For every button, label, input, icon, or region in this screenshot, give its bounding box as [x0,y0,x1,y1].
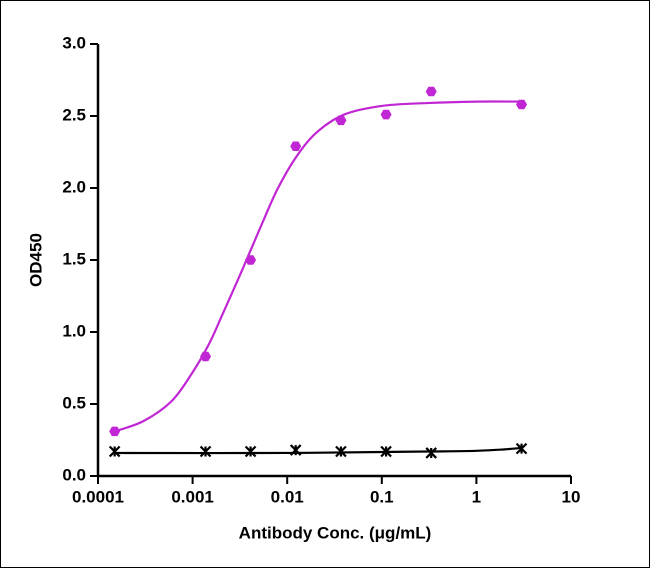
data-point [335,115,347,126]
data-point [516,99,528,110]
data-point [244,445,257,458]
x-tick-label: 10 [562,487,581,506]
y-tick-label: 2.0 [62,177,86,196]
data-point [245,255,257,265]
x-tick-label: 0.0001 [72,487,124,506]
data-point [289,444,302,456]
data-point [290,141,302,152]
y-tick-label: 0.0 [62,465,86,484]
data-point [200,351,212,362]
y-tick-label: 0.5 [62,393,86,412]
y-tick-label: 1.5 [62,249,86,268]
data-point [199,445,212,458]
data-point [515,442,528,455]
y-tick-label: 1.0 [62,321,86,340]
x-tick-label: 0.001 [171,487,214,506]
data-point [425,447,438,459]
y-tick-label: 2.5 [62,105,86,124]
data-point [108,445,121,458]
data-point [335,445,347,458]
x-axis-label: Antibody Conc. (μg/mL) [239,523,432,542]
fit-curve [114,446,522,455]
x-tick-label: 0.1 [370,487,394,506]
y-tick-label: 3.0 [62,33,86,52]
x-tick-label: 0.01 [271,487,304,506]
data-point [425,86,437,97]
y-axis-label: OD450 [26,233,45,287]
data-point [380,109,392,120]
x-tick-label: 1 [472,487,481,506]
data-point [109,426,121,437]
fit-curve [114,100,522,433]
data-point [380,445,392,458]
